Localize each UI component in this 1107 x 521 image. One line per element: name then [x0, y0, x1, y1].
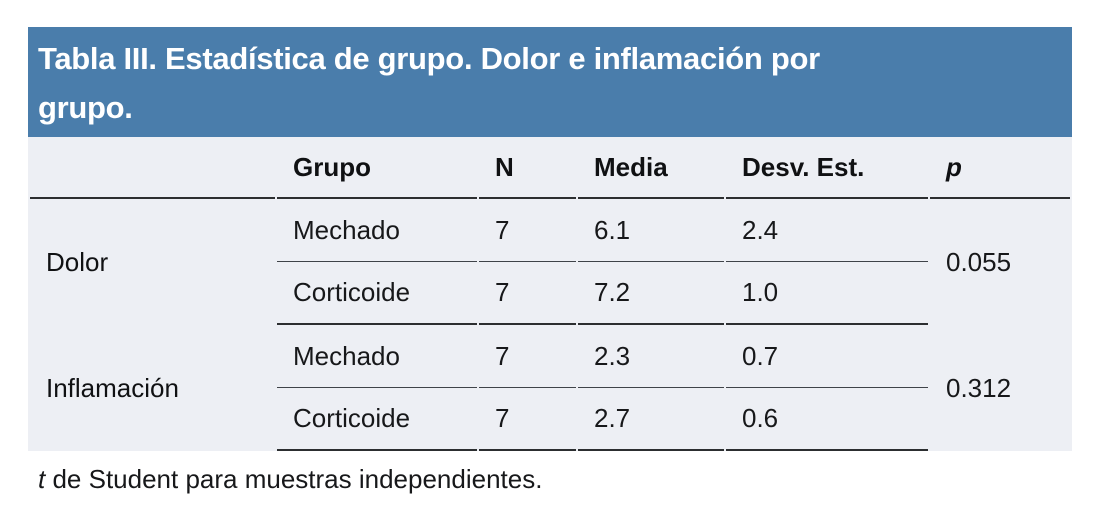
cell-inflamacion-corticoide-desv: 0.6: [726, 388, 928, 451]
cell-inflamacion-mechado-media: 2.3: [578, 325, 724, 388]
col-header-media: Media: [578, 137, 724, 199]
row-label-inflamacion: Inflamación: [46, 372, 179, 403]
cell-inflamacion-mechado-desv: 0.7: [726, 325, 928, 388]
cell-inflamacion-p-value: 0.312: [946, 372, 1012, 403]
cell-dolor-corticoide-media: 7.2: [578, 262, 724, 325]
cell-dolor-mechado-n: 7: [479, 199, 576, 262]
cell-dolor-corticoide-n: 7: [479, 262, 576, 325]
cell-dolor-mechado-desv: 2.4: [726, 199, 928, 262]
table-row-inflamacion-mechado: Inflamación Mechado 7 2.3 0.7 0.312: [30, 325, 1070, 403]
col-header-grupo: Grupo: [277, 137, 477, 199]
cell-dolor-corticoide-desv: 1.0: [726, 262, 928, 325]
footnote-stat-symbol: t: [38, 464, 46, 494]
table-title-bar: Tabla III. Estadística de grupo. Dolor e…: [28, 27, 1072, 137]
row-label-dolor: Dolor: [46, 246, 109, 277]
table-row-dolor-mechado: Dolor Mechado 7 6.1 2.4 0.055: [30, 199, 1070, 277]
cell-dolor-mechado-grupo: Mechado: [277, 199, 477, 262]
cell-inflamacion-corticoide-media: 2.7: [578, 388, 724, 451]
table-title-line1: Tabla III. Estadística de grupo. Dolor e…: [38, 41, 820, 76]
table-footnote: t de Student para muestras independiente…: [28, 464, 1072, 495]
table-row-dolor-corticoide: Corticoide 7 7.2 1.0: [30, 262, 1070, 325]
table-title-line2: grupo.: [38, 90, 133, 125]
group-statistics-table: Grupo N Media Desv. Est. p Dolor Mechado…: [28, 137, 1072, 451]
table-figure: Tabla III. Estadística de grupo. Dolor e…: [28, 27, 1072, 495]
col-header-empty: [30, 137, 275, 199]
col-header-desv-est: Desv. Est.: [726, 137, 928, 199]
col-header-n: N: [479, 137, 576, 199]
cell-dolor-corticoide-grupo: Corticoide: [277, 262, 477, 325]
table-row-inflamacion-corticoide: Corticoide 7 2.7 0.6: [30, 388, 1070, 451]
cell-inflamacion-mechado-grupo: Mechado: [277, 325, 477, 388]
footnote-text: de Student para muestras independientes.: [45, 464, 543, 494]
cell-inflamacion-corticoide-grupo: Corticoide: [277, 388, 477, 451]
cell-dolor-mechado-media: 6.1: [578, 199, 724, 262]
col-header-p: p: [930, 137, 1070, 199]
cell-dolor-p-value: 0.055: [946, 246, 1012, 277]
cell-inflamacion-corticoide-n: 7: [479, 388, 576, 451]
cell-inflamacion-mechado-n: 7: [479, 325, 576, 388]
header-row: Grupo N Media Desv. Est. p: [30, 137, 1070, 199]
